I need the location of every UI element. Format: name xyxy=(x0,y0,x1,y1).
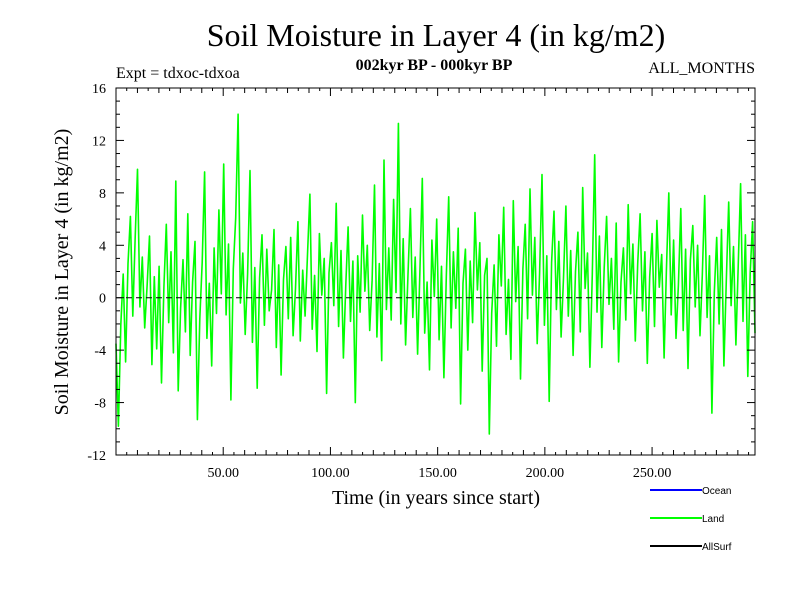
y-tick-label: 0 xyxy=(99,292,106,307)
legend-label: AllSurf xyxy=(702,542,732,553)
series-layer xyxy=(115,113,756,435)
y-axis: -12 -8 -4 0 4 8 12 16 xyxy=(87,82,755,464)
y-tick-label: 16 xyxy=(92,82,106,97)
legend-label: Land xyxy=(702,514,724,525)
chart-subtitle: 002kyr BP - 000kyr BP xyxy=(356,57,513,74)
x-tick-label: 100.00 xyxy=(311,466,350,481)
series-line-land xyxy=(115,113,756,435)
legend-label: Ocean xyxy=(702,486,731,497)
y-tick-label: 8 xyxy=(99,187,106,202)
plot-area xyxy=(115,87,756,456)
legend: Ocean Land AllSurf xyxy=(650,486,732,553)
y-tick-label: -8 xyxy=(94,397,106,412)
months-label: ALL_MONTHS xyxy=(648,60,755,77)
y-tick-label: -12 xyxy=(87,449,106,464)
x-axis: 50.00 100.00 150.00 200.00 250.00 xyxy=(126,88,750,481)
legend-item-land: Land xyxy=(650,514,724,525)
chart-title: Soil Moisture in Layer 4 (in kg/m2) xyxy=(207,17,666,53)
x-axis-label: Time (in years since start) xyxy=(332,487,540,509)
x-tick-label: 150.00 xyxy=(418,466,457,481)
y-tick-label: 12 xyxy=(92,134,106,149)
legend-item-ocean: Ocean xyxy=(650,486,731,497)
x-tick-label: 50.00 xyxy=(207,466,239,481)
x-tick-label: 250.00 xyxy=(633,466,672,481)
experiment-label: Expt = tdxoc-tdxoa xyxy=(116,65,240,82)
y-tick-label: 4 xyxy=(99,239,106,254)
y-tick-label: -4 xyxy=(94,344,106,359)
x-tick-label: 200.00 xyxy=(526,466,565,481)
y-axis-label: Soil Moisture in Layer 4 (in kg/m2) xyxy=(51,129,73,416)
legend-item-allsurf: AllSurf xyxy=(650,542,732,553)
